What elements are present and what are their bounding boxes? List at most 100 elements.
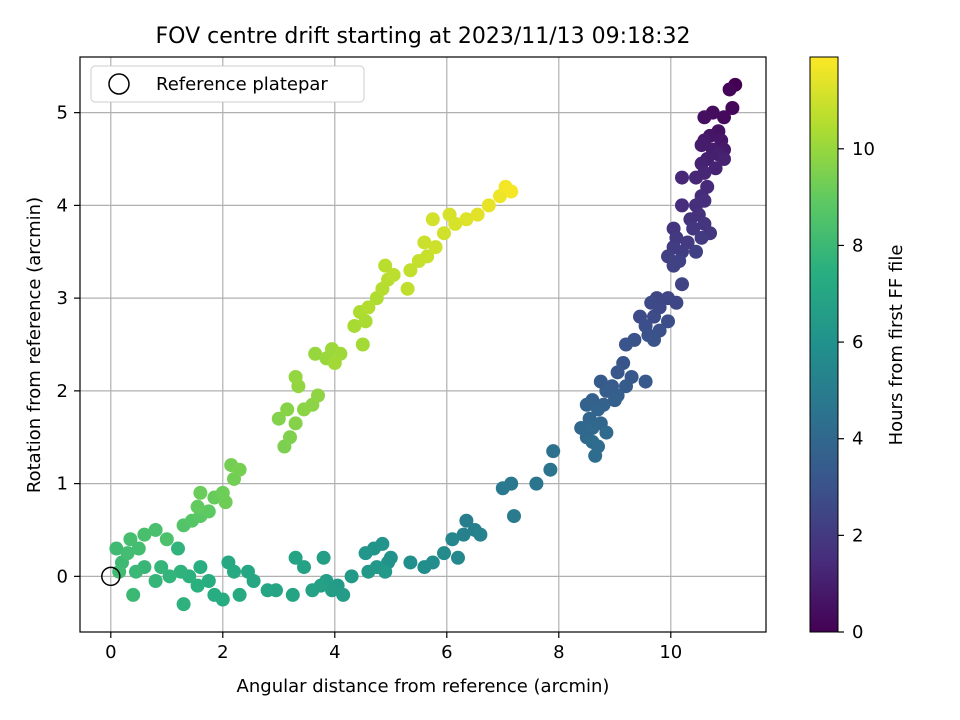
data-point — [120, 546, 135, 561]
y-tick-label: 3 — [57, 288, 68, 309]
colorbar-tick-label: 0 — [852, 622, 863, 643]
data-point — [689, 244, 703, 259]
legend-box — [90, 65, 365, 103]
data-point — [283, 430, 297, 445]
data-point — [437, 226, 451, 241]
data-point — [661, 314, 675, 329]
data-point — [344, 569, 359, 584]
data-point — [451, 550, 465, 565]
x-tick-label: 0 — [105, 642, 116, 663]
data-point — [529, 476, 544, 491]
data-point — [232, 462, 247, 477]
data-point — [546, 444, 561, 459]
data-point — [361, 564, 376, 579]
data-point — [591, 402, 605, 417]
data-point — [638, 374, 653, 389]
data-point — [459, 513, 474, 528]
data-point — [579, 397, 594, 412]
data-point — [327, 356, 342, 371]
data-point — [378, 258, 393, 273]
data-point — [201, 504, 216, 519]
y-tick-label: 2 — [57, 381, 68, 402]
data-point — [599, 425, 614, 440]
data-point — [675, 277, 689, 292]
plot-frame — [79, 56, 767, 633]
legend: Reference platepar — [90, 65, 365, 103]
data-point — [162, 569, 177, 584]
data-point — [445, 532, 460, 547]
data-point — [694, 138, 709, 153]
data-point — [355, 337, 370, 352]
data-point — [717, 110, 731, 125]
data-point — [316, 550, 331, 565]
colorbar — [809, 56, 839, 633]
colorbar-label: Hours from first FF file — [886, 245, 907, 446]
data-point — [260, 583, 275, 598]
y-tick-label: 1 — [57, 474, 68, 495]
data-point — [347, 318, 362, 333]
data-point — [154, 560, 169, 575]
data-point — [725, 101, 740, 116]
x-axis-label: Angular distance from reference (arcmin) — [237, 676, 610, 697]
data-point — [470, 207, 485, 222]
data-point — [400, 281, 415, 296]
y-axis-ticks: 0 1 2 3 4 5 — [57, 103, 80, 587]
data-point — [459, 212, 474, 227]
data-point — [201, 573, 216, 588]
y-tick-label: 5 — [57, 103, 68, 124]
data-point — [403, 555, 418, 570]
data-point — [619, 337, 633, 352]
data-point — [126, 587, 141, 602]
colorbar-tick-label: 6 — [852, 332, 863, 353]
colorbar-tick-label: 2 — [852, 525, 863, 546]
scatter-points — [109, 77, 743, 612]
data-point — [137, 527, 152, 542]
data-point — [129, 564, 143, 579]
data-point — [288, 550, 303, 565]
data-point — [207, 587, 222, 602]
data-point — [417, 560, 432, 575]
data-point — [171, 541, 185, 556]
data-point — [669, 295, 684, 310]
data-point — [694, 230, 709, 245]
x-tick-label: 4 — [329, 642, 340, 663]
data-point — [504, 184, 519, 199]
data-point — [647, 332, 661, 347]
y-axis-label: Rotation from reference (arcmin) — [24, 197, 45, 493]
x-tick-label: 8 — [553, 642, 564, 663]
data-point — [717, 152, 731, 167]
data-point — [666, 258, 681, 273]
data-point — [689, 170, 703, 185]
data-point — [193, 485, 208, 500]
data-point — [148, 522, 163, 537]
y-tick-label: 0 — [57, 566, 68, 587]
data-point — [437, 546, 451, 561]
data-point — [675, 198, 689, 213]
data-point — [227, 564, 241, 579]
data-point — [619, 379, 633, 394]
data-point — [708, 161, 723, 176]
data-point — [218, 495, 233, 510]
legend-marker — [108, 73, 130, 95]
colorbar-ticks: 0 2 4 6 8 10 — [838, 139, 875, 643]
data-point — [543, 462, 558, 477]
x-axis-ticks: 0 2 4 6 8 10 — [105, 632, 682, 663]
colorbar-tick-label: 8 — [852, 235, 863, 256]
x-tick-label: 10 — [659, 642, 682, 663]
data-point — [190, 499, 205, 514]
data-point — [599, 383, 614, 398]
data-point — [232, 587, 247, 602]
data-point — [148, 573, 163, 588]
data-point — [280, 402, 295, 417]
data-point — [159, 532, 174, 547]
data-point — [507, 509, 521, 524]
data-point — [647, 309, 661, 324]
data-point — [403, 263, 418, 278]
data-point — [131, 541, 146, 556]
data-point — [378, 564, 393, 579]
data-point — [448, 216, 463, 231]
data-point — [428, 240, 443, 255]
data-point — [109, 541, 124, 556]
data-point — [417, 235, 432, 250]
